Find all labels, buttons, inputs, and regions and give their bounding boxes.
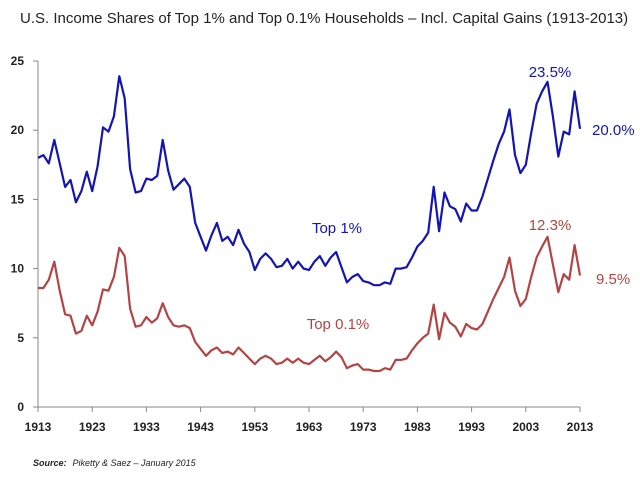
annotation-peak-top-0-1: 12.3% [529,217,572,234]
x-tick-label: 1963 [296,420,323,434]
x-tick-label: 2003 [512,420,539,434]
y-tick-label: 20 [11,123,25,137]
x-tick-label: 1913 [25,420,52,434]
x-tick-label: 1953 [241,420,268,434]
y-ticks: 0 5 10 15 20 25 [11,54,38,414]
series-group [37,75,582,373]
source-note: Source: Piketty & Saez – January 2015 [33,458,197,468]
source-label: Source: [33,458,67,468]
series-label-top-1: Top 1% [312,220,362,237]
x-ticks: 1913 1923 1933 1943 1953 1963 1973 1983 1993 2003… [25,407,594,434]
series-line-top-0-1-percent [38,235,582,373]
x-tick-label: 1943 [187,420,214,434]
annotations: 23.5% 20.0% Top 1% 12.3% 9.5% Top 0.1% [307,64,635,333]
annotation-end-top-1: 20.0% [592,122,635,139]
y-tick-label: 25 [11,54,25,68]
x-tick-label: 1933 [133,420,160,434]
y-tick-label: 0 [17,400,24,414]
source-text: Piketty & Saez – January 2015 [73,458,197,468]
y-tick-label: 10 [11,262,25,276]
annotation-end-top-0-1: 9.5% [596,271,630,288]
x-tick-label: 2013 [567,420,594,434]
x-tick-label: 1993 [458,420,485,434]
series-label-top-0-1: Top 0.1% [307,316,370,333]
y-tick-label: 5 [17,331,24,345]
x-tick-label: 1983 [404,420,431,434]
series-line-top-1-percent [37,75,582,287]
y-tick-label: 15 [11,192,25,206]
chart-title: U.S. Income Shares of Top 1% and Top 0.1… [20,10,628,27]
x-tick-label: 1923 [79,420,106,434]
annotation-peak-top-1: 23.5% [529,64,572,81]
axes [37,61,580,408]
x-tick-label: 1973 [350,420,377,434]
